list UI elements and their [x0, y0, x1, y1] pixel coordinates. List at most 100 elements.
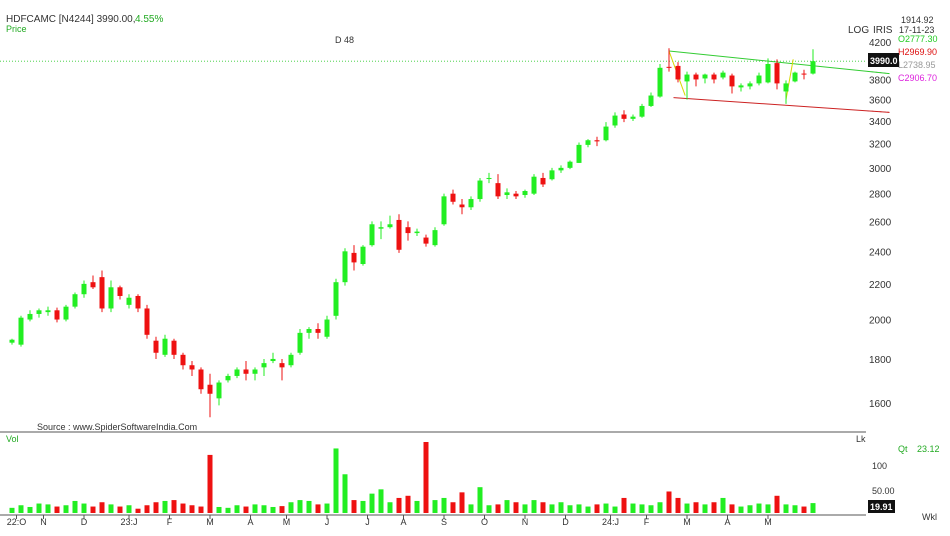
volume-bar	[279, 506, 285, 513]
volume-bar	[468, 504, 474, 513]
volume-bar	[432, 500, 438, 513]
candle-body	[180, 354, 186, 366]
candle-body	[45, 310, 51, 313]
candle-body	[747, 83, 753, 87]
candle-body	[126, 297, 132, 305]
candle-body	[270, 358, 276, 362]
candle-body	[648, 95, 654, 106]
candle-body	[351, 252, 357, 263]
candle-body	[432, 230, 438, 246]
volume-bar	[252, 504, 258, 513]
volume-bar	[171, 500, 177, 513]
volume-tick-50: 50.00	[872, 486, 895, 496]
volume-bar	[585, 506, 591, 513]
candle-body	[495, 183, 501, 197]
candle-body	[225, 375, 231, 381]
volume-bar	[531, 500, 537, 513]
volume-bar	[486, 505, 492, 513]
candle-body	[54, 310, 60, 320]
volume-bar	[765, 504, 771, 513]
candle-body	[729, 75, 735, 87]
volume-bar	[27, 506, 33, 513]
y-tick-label: 3200	[869, 140, 892, 151]
candle-body	[792, 72, 798, 82]
top-value: 1914.92	[901, 15, 934, 25]
y-tick-label: 3400	[869, 117, 892, 128]
volume-bar	[72, 500, 78, 513]
candle-body	[306, 329, 312, 333]
volume-bar	[747, 505, 753, 513]
iris-label[interactable]: IRIS	[873, 25, 893, 36]
volume-bar	[567, 505, 573, 513]
candle-body	[324, 319, 330, 337]
candle-body	[360, 246, 366, 265]
volume-bar	[198, 506, 204, 513]
volume-bar	[162, 500, 168, 513]
volume-bar	[333, 448, 339, 513]
flag-arm-2	[785, 59, 794, 100]
volume-bar	[621, 497, 627, 513]
volume-bar	[378, 489, 384, 513]
candle-body	[441, 196, 447, 225]
volume-bar	[459, 492, 465, 513]
x-tick-label: F	[644, 517, 650, 527]
volume-bar	[135, 508, 141, 513]
volume-bar	[423, 442, 429, 513]
x-axis: 22:O N D 23:J F M A M J J A S O N D 24:J F M A M	[7, 515, 772, 527]
candle-body	[594, 140, 600, 142]
candle-body	[72, 294, 78, 307]
volume-bar	[711, 502, 717, 513]
x-tick-label: A	[247, 517, 253, 527]
x-tick-label: D	[562, 517, 569, 527]
candle-body	[342, 251, 348, 283]
candle-body	[468, 199, 474, 208]
price-label: Price	[6, 24, 27, 34]
volume-bar	[666, 491, 672, 513]
candle-body	[684, 74, 690, 82]
candle-body	[702, 74, 708, 79]
volume-bar	[99, 502, 105, 513]
y-tick-label: 3600	[869, 96, 892, 107]
x-tick-label: S	[441, 517, 447, 527]
candle-body	[783, 83, 789, 92]
candle-body	[810, 61, 816, 74]
symbol-line: HDFCAMC [N4244] 3990.00,	[6, 14, 136, 25]
last-volume-text: 19.91	[870, 502, 893, 512]
volume-bar	[801, 506, 807, 513]
volume-bar	[729, 504, 735, 513]
y-tick-label: 1800	[869, 355, 892, 366]
log-label[interactable]: LOG	[848, 25, 869, 36]
volume-bar	[513, 502, 519, 513]
y-tick-label: 2400	[869, 247, 892, 258]
volume-bar	[657, 502, 663, 513]
candle-body	[630, 116, 636, 119]
candle-body	[288, 354, 294, 366]
candle-body	[450, 193, 456, 202]
candle-body	[9, 339, 15, 343]
candle-body	[774, 63, 780, 84]
volume-bar	[63, 505, 69, 513]
candle-body	[405, 227, 411, 234]
volume-bar	[702, 504, 708, 513]
x-tick-label: N	[40, 517, 47, 527]
volume-bar	[9, 507, 15, 513]
candle-body	[738, 85, 744, 88]
candle-body	[486, 177, 492, 179]
volume-bar	[504, 500, 510, 513]
x-tick-label: A	[400, 517, 406, 527]
x-tick-label: D	[81, 517, 88, 527]
volume-bar	[576, 504, 582, 513]
x-tick-label: M	[764, 517, 772, 527]
volume-bar	[342, 474, 348, 513]
candle-body	[108, 287, 114, 309]
volume-bar	[81, 503, 87, 513]
ohlc-low: L2738.95	[898, 60, 936, 70]
candle-body	[576, 144, 582, 163]
volume-bar	[612, 506, 618, 513]
x-tick-label: M	[283, 517, 291, 527]
volume-bar	[225, 507, 231, 513]
volume-bar	[756, 503, 762, 513]
volume-bar	[684, 503, 690, 513]
volume-bar	[522, 504, 528, 513]
candle-body	[513, 193, 519, 197]
